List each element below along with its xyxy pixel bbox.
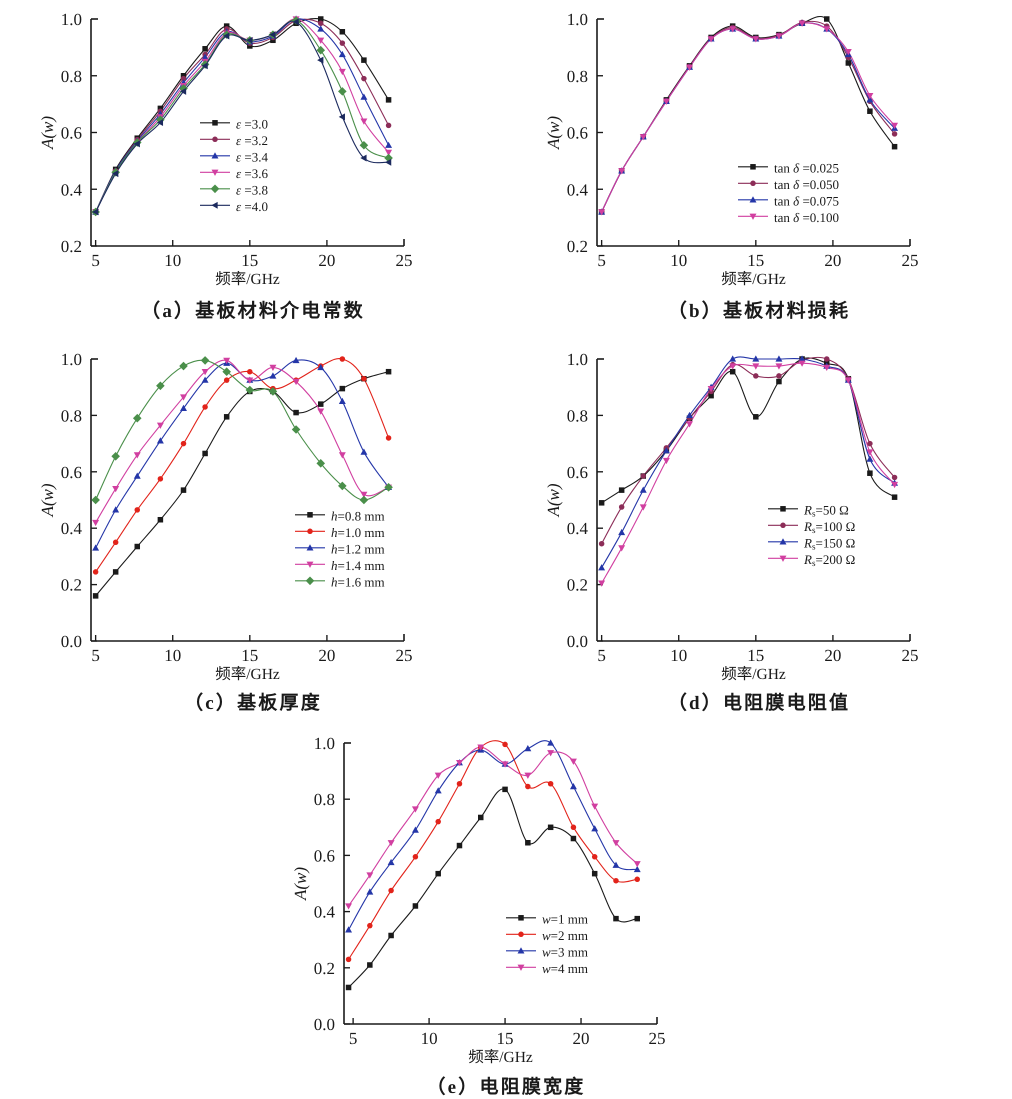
svg-text:ε =4.0: ε =4.0 <box>236 199 268 214</box>
svg-text:0.2: 0.2 <box>314 959 335 978</box>
svg-text:Rs=150 Ω: Rs=150 Ω <box>803 535 855 551</box>
svg-text:0.4: 0.4 <box>61 180 83 199</box>
svg-text:1.0: 1.0 <box>61 350 82 369</box>
svg-text:频率/GHz: 频率/GHz <box>468 1048 533 1066</box>
svg-text:w=1 mm: w=1 mm <box>542 911 588 926</box>
svg-text:频率/GHz: 频率/GHz <box>721 270 786 288</box>
svg-text:0.8: 0.8 <box>61 406 82 425</box>
svg-text:h=0.8 mm: h=0.8 mm <box>331 508 385 523</box>
svg-text:0.0: 0.0 <box>61 632 82 651</box>
svg-text:A(w): A(w) <box>38 483 57 517</box>
svg-text:1.0: 1.0 <box>567 350 588 369</box>
svg-text:10: 10 <box>421 1029 438 1048</box>
svg-text:0.2: 0.2 <box>61 237 82 256</box>
svg-text:25: 25 <box>902 646 919 665</box>
svg-text:tan δ =0.100: tan δ =0.100 <box>774 210 839 225</box>
svg-text:5: 5 <box>597 646 606 665</box>
svg-text:15: 15 <box>747 251 764 270</box>
svg-text:20: 20 <box>824 251 841 270</box>
svg-text:ε =3.4: ε =3.4 <box>236 149 268 164</box>
svg-text:A(w): A(w) <box>544 483 563 517</box>
svg-text:0.4: 0.4 <box>61 519 83 538</box>
svg-text:1.0: 1.0 <box>314 734 335 753</box>
svg-text:0.8: 0.8 <box>314 790 335 809</box>
svg-text:5: 5 <box>91 646 100 665</box>
svg-text:10: 10 <box>164 646 181 665</box>
svg-text:ε =3.6: ε =3.6 <box>236 166 268 181</box>
svg-text:A(w): A(w) <box>38 116 57 150</box>
svg-text:0.6: 0.6 <box>567 124 588 143</box>
svg-text:20: 20 <box>318 646 335 665</box>
svg-text:h=1.6 mm: h=1.6 mm <box>331 574 385 589</box>
svg-text:0.2: 0.2 <box>567 237 588 256</box>
svg-text:10: 10 <box>670 646 687 665</box>
svg-text:w=4 mm: w=4 mm <box>542 961 588 976</box>
svg-text:ε =3.0: ε =3.0 <box>236 116 268 131</box>
svg-text:5: 5 <box>349 1029 358 1048</box>
svg-text:0.8: 0.8 <box>567 406 588 425</box>
svg-text:25: 25 <box>902 251 919 270</box>
svg-text:频率/GHz: 频率/GHz <box>215 270 280 288</box>
svg-text:Rs=200 Ω: Rs=200 Ω <box>803 552 855 568</box>
svg-text:1.0: 1.0 <box>61 10 82 29</box>
svg-text:15: 15 <box>241 646 258 665</box>
svg-text:频率/GHz: 频率/GHz <box>215 665 280 683</box>
svg-text:25: 25 <box>396 646 413 665</box>
svg-text:0.4: 0.4 <box>567 519 589 538</box>
svg-text:0.4: 0.4 <box>314 903 336 922</box>
svg-text:0.8: 0.8 <box>61 67 82 86</box>
svg-text:tan δ =0.075: tan δ =0.075 <box>774 193 839 208</box>
svg-text:25: 25 <box>649 1029 666 1048</box>
svg-text:0.2: 0.2 <box>61 576 82 595</box>
svg-text:0.0: 0.0 <box>314 1015 335 1034</box>
svg-text:15: 15 <box>747 646 764 665</box>
svg-text:20: 20 <box>318 251 335 270</box>
svg-text:20: 20 <box>573 1029 590 1048</box>
svg-text:ε =3.2: ε =3.2 <box>236 133 268 148</box>
svg-text:0.6: 0.6 <box>61 463 82 482</box>
svg-text:25: 25 <box>396 251 413 270</box>
svg-text:tan δ =0.050: tan δ =0.050 <box>774 177 839 192</box>
svg-text:0.6: 0.6 <box>567 463 588 482</box>
svg-text:0.6: 0.6 <box>314 846 335 865</box>
svg-text:频率/GHz: 频率/GHz <box>721 665 786 683</box>
svg-text:0.6: 0.6 <box>61 124 82 143</box>
svg-text:Rs=100 Ω: Rs=100 Ω <box>803 519 855 535</box>
svg-text:Rs=50 Ω: Rs=50 Ω <box>803 502 849 518</box>
svg-text:h=1.4 mm: h=1.4 mm <box>331 558 385 573</box>
svg-text:ε =3.8: ε =3.8 <box>236 182 268 197</box>
svg-text:5: 5 <box>597 251 606 270</box>
svg-text:A(w): A(w) <box>544 116 563 150</box>
svg-text:15: 15 <box>241 251 258 270</box>
svg-text:10: 10 <box>164 251 181 270</box>
svg-text:w=2 mm: w=2 mm <box>542 928 588 943</box>
svg-text:20: 20 <box>824 646 841 665</box>
svg-text:10: 10 <box>670 251 687 270</box>
svg-text:h=1.0 mm: h=1.0 mm <box>331 525 385 540</box>
svg-text:w=3 mm: w=3 mm <box>542 944 588 959</box>
svg-text:15: 15 <box>497 1029 514 1048</box>
svg-text:0.2: 0.2 <box>567 576 588 595</box>
svg-text:5: 5 <box>91 251 100 270</box>
svg-text:0.0: 0.0 <box>567 632 588 651</box>
svg-text:A(w): A(w) <box>291 867 310 901</box>
svg-text:1.0: 1.0 <box>567 10 588 29</box>
svg-text:0.8: 0.8 <box>567 67 588 86</box>
svg-text:tan δ =0.025: tan δ =0.025 <box>774 160 839 175</box>
svg-text:0.4: 0.4 <box>567 180 589 199</box>
svg-text:h=1.2 mm: h=1.2 mm <box>331 541 385 556</box>
